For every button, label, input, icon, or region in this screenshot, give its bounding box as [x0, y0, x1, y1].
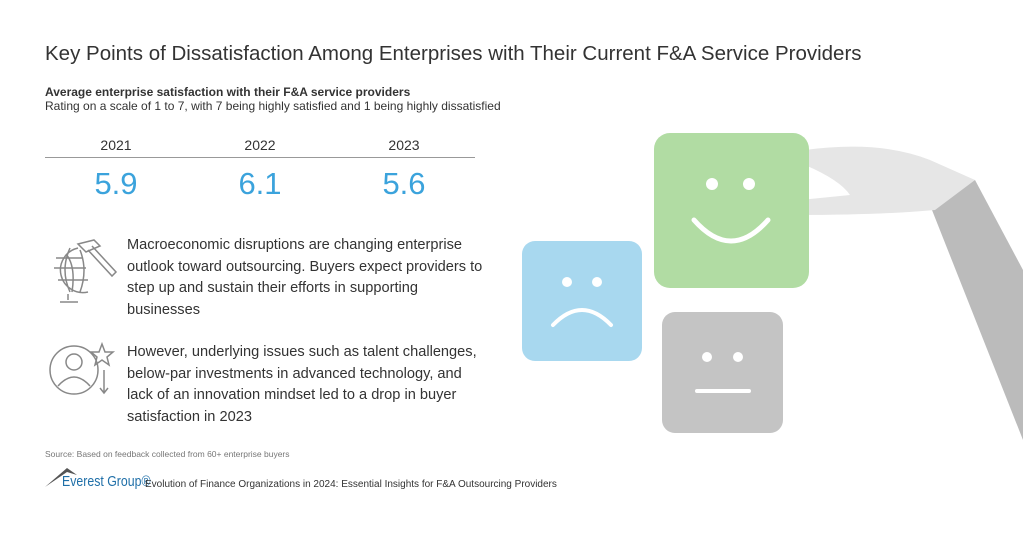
point-macroeconomic: Macroeconomic disruptions are changing e… [127, 237, 483, 318]
year-2022: 2022 [244, 137, 276, 153]
divider [45, 157, 475, 158]
gloved-hand [795, 146, 975, 215]
subtitle: Average enterprise satisfaction with the… [45, 85, 411, 99]
footer-report-title: Evolution of Finance Organizations in 20… [145, 479, 557, 490]
rating-note: Rating on a scale of 1 to 7, with 7 bein… [45, 99, 501, 113]
score-2021: 5.9 [94, 166, 138, 201]
happy-face-icon [654, 133, 809, 288]
brand-logo-text: Everest Group® [62, 474, 151, 490]
year-2023: 2023 [388, 137, 420, 153]
score-2022: 6.1 [238, 166, 282, 201]
arm-sleeve [930, 180, 1023, 440]
emoji-illustration [522, 133, 1023, 440]
globe-hammer-icon [54, 239, 118, 303]
page-title: Key Points of Dissatisfaction Among Ente… [45, 42, 862, 65]
neutral-face-icon [662, 312, 783, 433]
point-underlying-issues: However, underlying issues such as talen… [127, 344, 477, 425]
year-2021: 2021 [100, 137, 132, 153]
person-star-down-icon [49, 341, 116, 395]
score-2023: 5.6 [382, 166, 426, 201]
source-note: Source: Based on feedback collected from… [45, 449, 290, 459]
sad-face-icon [522, 241, 642, 361]
